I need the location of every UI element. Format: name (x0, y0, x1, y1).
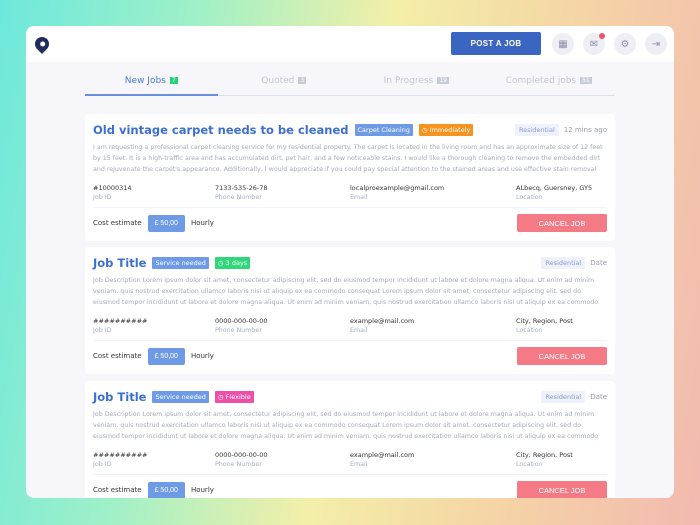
rate-type: Hourly (190, 352, 214, 360)
tab-label: Completed jobs (505, 76, 577, 86)
posted-date: Date (590, 393, 607, 401)
tab-count-badge: 51 (580, 77, 592, 84)
job-description: Job Description Lorem ipsum dolor sit am… (93, 277, 599, 306)
email: localproexample@gmail.com Email (350, 184, 445, 201)
clock-icon: ◷ (421, 126, 430, 134)
job-id: #10000314 Job ID (93, 184, 132, 201)
notification-dot (599, 33, 605, 39)
job-card: Job Title Service needed ◷ 3 days Reside… (85, 247, 615, 374)
tab-new-jobs[interactable]: New Jobs 7 (85, 76, 218, 96)
job-title[interactable]: Job Title (93, 390, 147, 404)
rate-type: Hourly (190, 486, 214, 494)
urgency-tag: ◷ Immediately (418, 124, 474, 136)
urgency-tag: ◷ 3 days (214, 257, 251, 269)
tab-count-badge: 3 (298, 77, 307, 84)
job-title[interactable]: Old vintage carpet needs to be cleaned (93, 123, 349, 137)
tab-count-badge: 7 (169, 77, 178, 84)
phone-number: 7133-535-26-78 Phone Number (215, 184, 268, 201)
service-tag: Service needed (152, 257, 209, 269)
job-description: Job Description Lorem ipsum dolor sit am… (93, 411, 599, 440)
service-tag: Carpet Cleaning (354, 124, 413, 136)
location: City, Region, Post Location (516, 317, 573, 334)
cancel-job-button[interactable]: CANCEL JOB (517, 214, 607, 232)
header: POST A JOB ▦ ✉ ⚙ ⇥ (26, 26, 674, 62)
job-description: I am requesting a professional carpet cl… (93, 144, 603, 173)
posted-date: 12 mins ago (563, 126, 607, 134)
posted-date: Date (590, 259, 607, 267)
cost-estimate-label: Cost estimate (93, 486, 142, 494)
post-job-button[interactable]: POST A JOB (451, 32, 541, 55)
tab-label: In Progress (383, 76, 434, 86)
app-window: POST A JOB ▦ ✉ ⚙ ⇥ New Jobs 7 Quoted 3 In Pr… (26, 26, 674, 498)
tab-label: New Jobs (124, 76, 166, 86)
property-type-badge: Residential (514, 124, 559, 136)
cost-estimate-label: Cost estimate (93, 352, 142, 360)
job-card: Old vintage carpet needs to be cleaned C… (85, 114, 615, 241)
location: ALbecq, Guersney, GY5 Location (516, 184, 593, 201)
property-type-badge: Residential (541, 257, 586, 269)
tab-completed-jobs[interactable]: Completed jobs 51 (483, 76, 616, 95)
tab-label: Quoted (261, 76, 295, 86)
location: City, Region, Post Location (516, 451, 573, 468)
rate-type: Hourly (190, 219, 214, 227)
logout-icon[interactable]: ⇥ (645, 33, 667, 55)
price-button[interactable]: £ 50,00 (147, 347, 185, 365)
phone-number: 0000-000-00-00 Phone Number (215, 451, 268, 468)
urgency-tag: ◷ Flexible (214, 391, 254, 403)
cancel-job-button[interactable]: CANCEL JOB (517, 347, 607, 365)
job-card: Job Title Service needed ◷ Flexible Resi… (85, 381, 615, 498)
price-button[interactable]: £ 50,00 (147, 481, 185, 498)
clock-icon: ◷ (217, 393, 226, 401)
tab-quoted[interactable]: Quoted 3 (218, 76, 351, 95)
mail-icon[interactable]: ✉ (583, 33, 605, 55)
service-tag: Service needed (152, 391, 209, 403)
property-type-badge: Residential (541, 391, 586, 403)
urgency-label: Flexible (225, 393, 251, 401)
cost-estimate-label: Cost estimate (93, 219, 142, 227)
grid-icon[interactable]: ▦ (552, 33, 574, 55)
job-tabs: New Jobs 7 Quoted 3 In Progress 19 Completed j… (85, 76, 615, 96)
urgency-label: 3 days (225, 259, 248, 267)
cancel-job-button[interactable]: CANCEL JOB (517, 481, 607, 498)
logo-pin-icon[interactable] (32, 34, 52, 54)
email: example@mail.com Email (350, 451, 415, 468)
job-title[interactable]: Job Title (93, 256, 147, 270)
tab-count-badge: 19 (437, 77, 449, 84)
job-id: ########## Job ID (93, 317, 148, 334)
phone-number: 0000-000-00-00 Phone Number (215, 317, 268, 334)
urgency-label: Immediately (429, 126, 471, 134)
email: example@mail.com Email (350, 317, 415, 334)
job-id: ########## Job ID (93, 451, 148, 468)
clock-icon: ◷ (217, 259, 226, 267)
price-button[interactable]: £ 50,00 (147, 214, 185, 232)
gear-icon[interactable]: ⚙ (614, 33, 636, 55)
tab-in-progress[interactable]: In Progress 19 (350, 76, 483, 95)
